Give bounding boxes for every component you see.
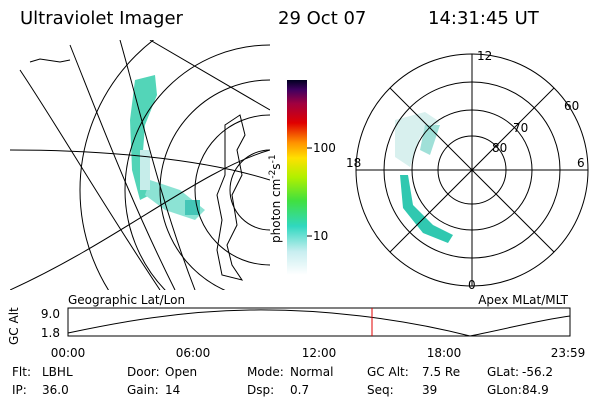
caption: Geographic Lat/Lon (68, 293, 185, 307)
info-value: 36.0 (42, 383, 69, 397)
info-label: GLon: (487, 383, 522, 397)
info-label: Seq: (367, 383, 394, 397)
info-label: Mode: (247, 365, 284, 379)
time: 14:31:45 UT (428, 8, 540, 29)
y-label: GC Alt (7, 307, 21, 345)
y-tick: 1.8 (41, 326, 60, 340)
colorbar (287, 80, 307, 275)
info-value: 0.7 (290, 383, 309, 397)
info-label: IP: (12, 383, 27, 397)
mlt-label: 12 (477, 49, 492, 63)
lat-label: 80 (492, 141, 507, 155)
info-value: 14 (165, 383, 180, 397)
x-tick: 06:00 (176, 346, 211, 360)
altitude-plot: GC Alt 9.0 1.8 00:00 06:00 12:00 18:00 2… (7, 307, 585, 360)
x-tick: 18:00 (427, 346, 462, 360)
lat-label: 60 (564, 99, 579, 113)
title: Ultraviolet Imager (20, 8, 184, 29)
info-value: LBHL (42, 365, 73, 379)
mlt-label: 0 (468, 278, 476, 292)
info-value: Normal (290, 365, 333, 379)
date: 29 Oct 07 (278, 8, 366, 29)
lat-label: 70 (513, 121, 528, 135)
mlt-label: 6 (577, 156, 585, 170)
geographic-map (10, 40, 270, 290)
info-label: Flt: (12, 365, 31, 379)
info-value: 84.9 (522, 383, 549, 397)
info-label: Dsp: (247, 383, 274, 397)
colorbar-tick: 10 (313, 229, 328, 243)
info-panel: Flt: LBHL Door: Open Mode: Normal GC Alt: 7.5 R… (12, 365, 553, 397)
mlt-label: 18 (346, 156, 361, 170)
colorbar-tick: 100 (313, 141, 336, 155)
info-label: GLat: (487, 365, 519, 379)
info-value: -56.2 (522, 365, 553, 379)
info-value: 7.5 Re (422, 365, 460, 379)
info-label: Gain: (127, 383, 159, 397)
y-tick: 9.0 (41, 307, 60, 321)
polar-plot (355, 53, 589, 287)
info-label: Door: (127, 365, 160, 379)
polar-labels: 12 18 6 0 60 70 80 (346, 49, 585, 292)
x-tick: 23:59 (551, 346, 586, 360)
info-value: Open (165, 365, 197, 379)
caption: Apex MLat/MLT (478, 293, 568, 307)
x-tick: 12:00 (302, 346, 337, 360)
x-tick: 00:00 (51, 346, 86, 360)
info-value: 39 (422, 383, 437, 397)
info-label: GC Alt: (367, 365, 409, 379)
colorbar-label: photon cm-2s-1 (268, 154, 283, 243)
